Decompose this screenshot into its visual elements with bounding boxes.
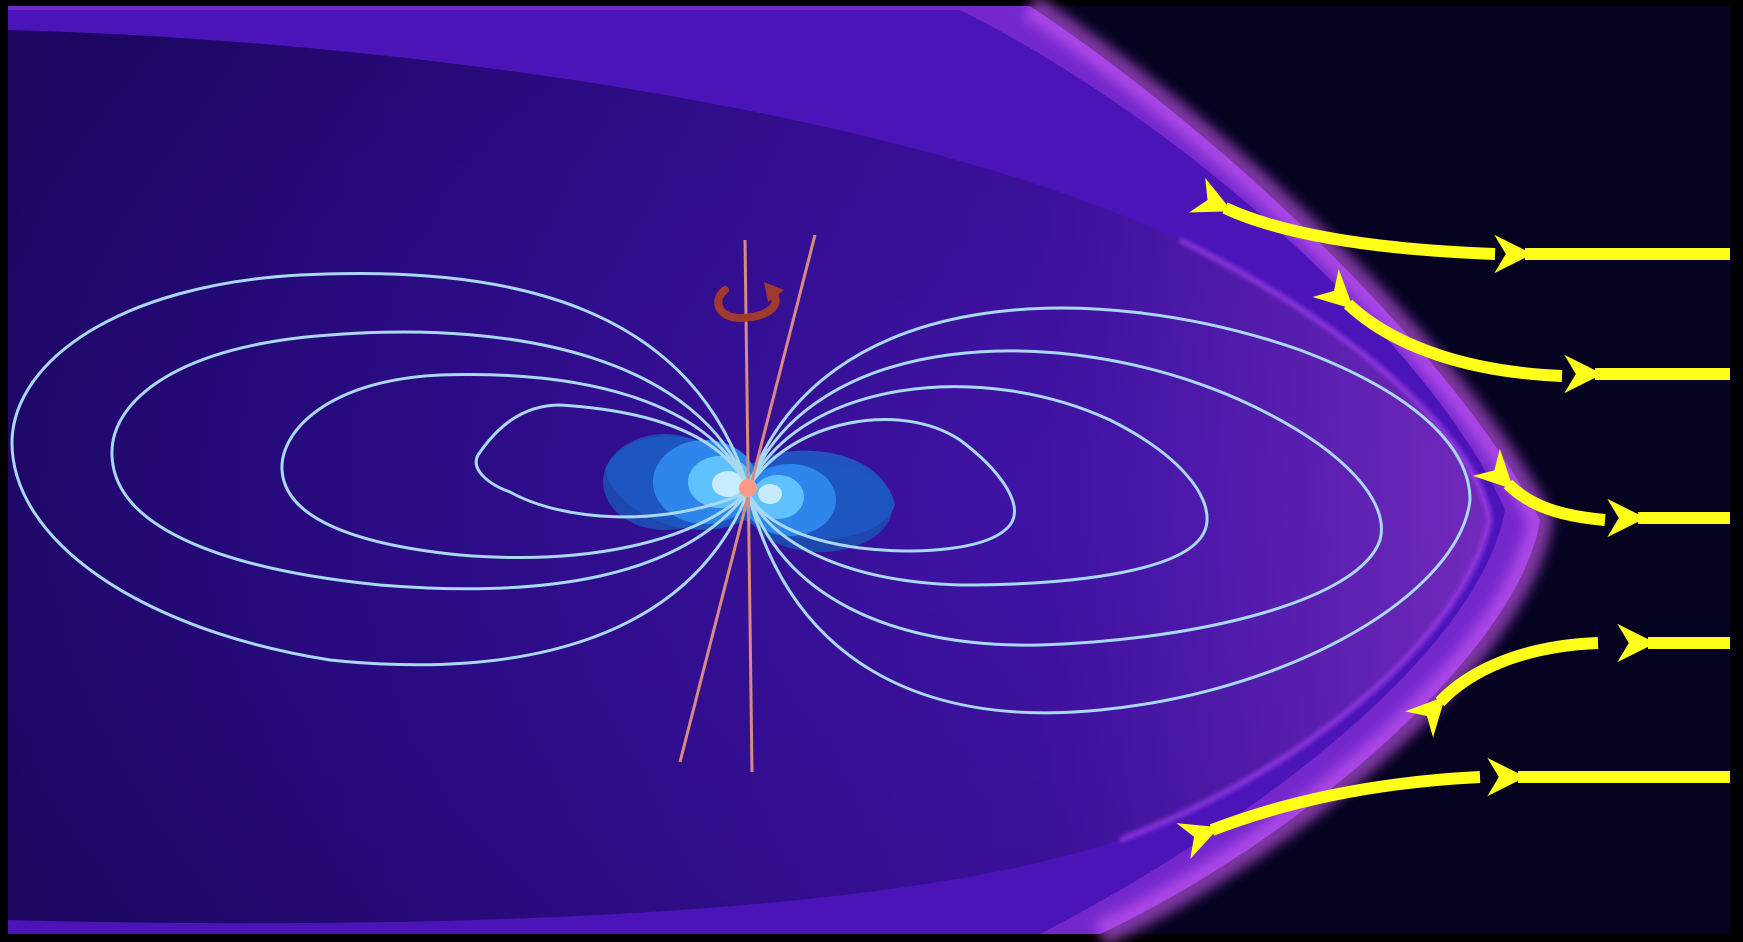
field-line (746, 418, 1016, 553)
field-lines-right (746, 306, 1472, 715)
solar-wind-deflected-arrow (1312, 268, 1563, 382)
field-line (474, 403, 750, 519)
magnetic-axis-line (678, 234, 817, 763)
bow-shock-highlight (1022, 0, 1554, 942)
radiation-belt-core-left (712, 471, 744, 497)
rotation-axis-line (743, 239, 754, 773)
field-line (746, 306, 1472, 715)
solar-wind-deflected-arrow (1189, 177, 1496, 260)
solar-wind-deflected-arrow (1404, 637, 1599, 738)
magnetopause-line (1118, 237, 1494, 843)
field-line (280, 373, 750, 559)
field-line (746, 385, 1209, 587)
field-line (746, 349, 1383, 647)
field-line (10, 272, 750, 667)
solar-wind-deflected-arrow (1176, 771, 1481, 859)
solar-wind (1176, 177, 1730, 859)
radiation-belt-core-right (758, 484, 782, 504)
planet-icon (739, 479, 757, 497)
field-line (110, 330, 750, 591)
field-lines-left (10, 272, 750, 667)
rotation-arrow-icon (714, 282, 784, 323)
solar-wind-deflected-arrow (1472, 448, 1606, 526)
